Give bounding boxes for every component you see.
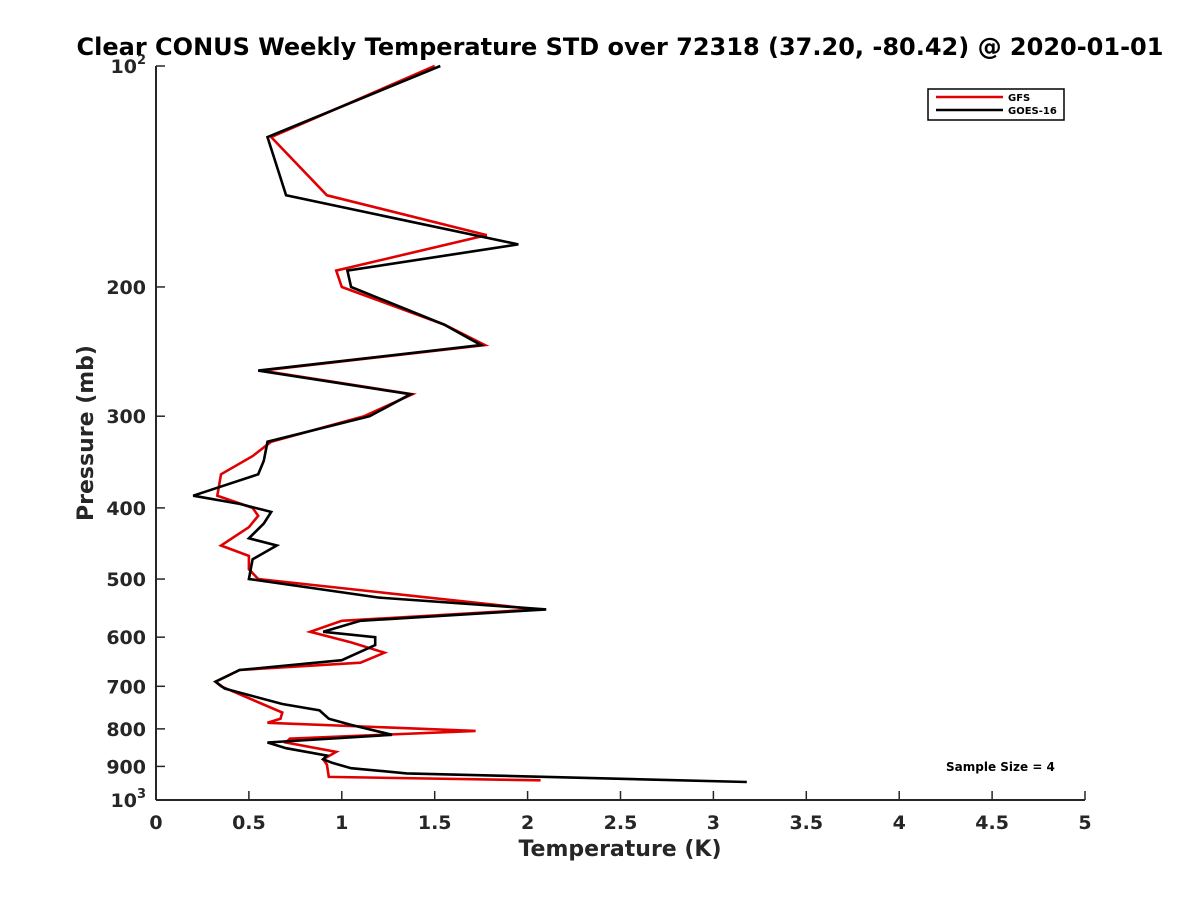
- y-tick-label: 600: [106, 627, 146, 649]
- y-tick-label: 800: [106, 719, 146, 741]
- y-tick-label: 900: [106, 756, 146, 778]
- x-tick-label: 3: [707, 812, 720, 834]
- y-tick-label: 103: [111, 787, 147, 812]
- x-tick-label: 5: [1078, 812, 1091, 834]
- legend-label-gfs: GFS: [1008, 93, 1030, 104]
- x-ticks: 0 0.5 1 1.5 2 2.5 3 3.5 4 4.5 5: [149, 791, 1092, 834]
- x-tick-label: 4: [893, 812, 906, 834]
- x-tick-label: 3.5: [789, 812, 823, 834]
- y-tick-label: 200: [106, 277, 146, 299]
- plot-area: [155, 66, 1085, 801]
- legend-box: [927, 88, 1065, 121]
- y-axis-label: Pressure (mb): [74, 345, 99, 521]
- series-layer: [192, 64, 747, 784]
- y-tick-label: 300: [106, 406, 146, 428]
- x-tick-label: 1: [335, 812, 348, 834]
- y-tick-label: 700: [106, 676, 146, 698]
- series-line-goes-16: [192, 64, 747, 784]
- x-tick-label: 2.5: [604, 812, 638, 834]
- x-axis-label: Temperature (K): [518, 837, 721, 862]
- legend: GFS GOES-16: [927, 88, 1065, 121]
- x-tick-label: 0: [149, 812, 162, 834]
- y-tick-label: 400: [106, 498, 146, 520]
- x-tick-label: 0.5: [232, 812, 266, 834]
- legend-label-goes-16: GOES-16: [1008, 106, 1057, 117]
- sample-size-annotation: Sample Size = 4: [946, 760, 1055, 774]
- y-tick-label: 500: [106, 569, 146, 591]
- chart-title: Clear CONUS Weekly Temperature STD over …: [77, 33, 1164, 61]
- series-line-gfs: [213, 64, 541, 782]
- x-tick-label: 4.5: [975, 812, 1009, 834]
- x-tick-label: 2: [521, 812, 534, 834]
- x-tick-label: 1.5: [418, 812, 452, 834]
- y-tick-label: 102: [111, 53, 147, 78]
- y-ticks: 102 200 300 400 500 600 700 800 900 103: [106, 53, 165, 812]
